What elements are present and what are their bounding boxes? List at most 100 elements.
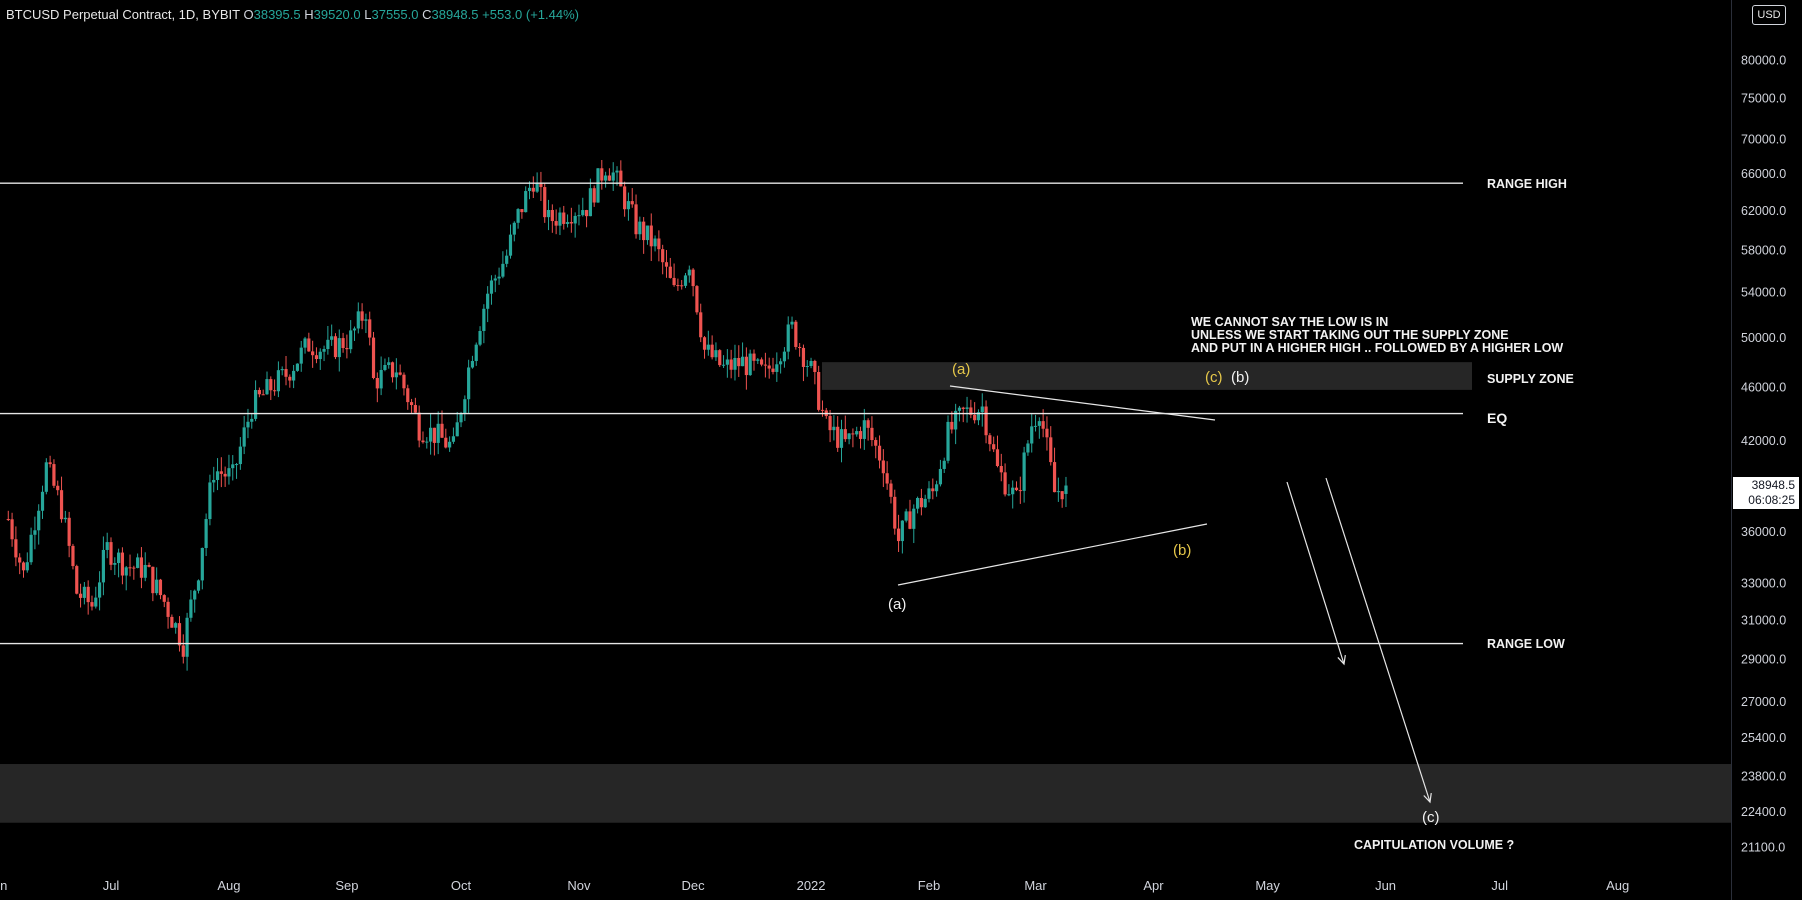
candle: [550, 204, 554, 233]
candle-body: [215, 471, 220, 480]
candle: [193, 589, 197, 613]
candle-body: [63, 517, 67, 520]
candle-body: [40, 491, 45, 511]
candle-body: [896, 528, 901, 542]
candle-body: [668, 266, 672, 278]
candle: [330, 324, 334, 346]
candle: [482, 304, 486, 344]
candle: [885, 461, 889, 490]
candle-body: [345, 348, 349, 350]
candle-body: [520, 209, 524, 213]
candle-body: [653, 238, 657, 247]
candle: [349, 320, 353, 354]
eq-label: EQ: [1487, 410, 1507, 426]
candle: [75, 564, 79, 595]
candle-body: [992, 444, 996, 450]
candle-body: [820, 409, 825, 411]
candle: [478, 326, 482, 347]
candle: [166, 597, 170, 629]
candle-body: [448, 441, 452, 448]
candle: [931, 478, 935, 500]
candle-body: [794, 321, 798, 347]
candle-body: [170, 616, 174, 628]
candle-body: [292, 370, 296, 381]
candle-body: [48, 462, 52, 465]
candle: [668, 257, 672, 279]
candle: [48, 455, 52, 468]
candle: [858, 426, 863, 449]
candle: [425, 437, 429, 449]
candle-body: [908, 511, 912, 529]
wave-c-label-white: (c): [1422, 809, 1440, 826]
candle-body: [86, 586, 90, 603]
candle-body: [839, 429, 844, 448]
candle: [307, 332, 311, 352]
candle-body: [805, 365, 809, 367]
candle: [409, 398, 414, 414]
candle-body: [798, 346, 802, 348]
candle: [417, 405, 421, 448]
candle-body: [847, 433, 851, 440]
candle: [1060, 491, 1064, 508]
candle-body: [577, 215, 581, 217]
candle-body: [208, 482, 212, 520]
candle: [390, 361, 395, 383]
candle-body: [1041, 421, 1045, 429]
candle-body: [37, 510, 41, 531]
candle-body: [1037, 421, 1041, 426]
candle: [915, 496, 920, 514]
candle-body: [288, 376, 292, 381]
candle-body: [828, 416, 832, 431]
high-label: H: [304, 7, 314, 22]
candle-body: [151, 566, 155, 594]
candle: [105, 532, 109, 559]
candle-body: [973, 414, 977, 421]
candle-body: [10, 519, 14, 540]
candle: [927, 481, 931, 503]
y-tick-label: 62000.0: [1741, 204, 1786, 218]
candle: [569, 207, 573, 233]
candle-body: [139, 557, 144, 578]
candle-body: [672, 277, 676, 286]
candle: [527, 181, 532, 200]
candle-body: [166, 601, 170, 617]
candle: [744, 347, 748, 390]
candle: [767, 357, 771, 379]
candle-body: [721, 364, 726, 366]
candle-body: [90, 602, 94, 607]
candle: [752, 349, 756, 371]
candle: [189, 590, 193, 622]
y-tick-label: 70000.0: [1741, 132, 1786, 146]
y-tick-label: 33000.0: [1741, 576, 1786, 590]
candle: [984, 400, 988, 444]
candle-body: [1014, 487, 1019, 491]
currency-button[interactable]: USD: [1752, 5, 1786, 25]
candle: [273, 379, 277, 396]
candle: [809, 357, 813, 369]
candle-body: [463, 399, 467, 414]
candle-body: [82, 586, 86, 598]
last-price-tag: 38948.5 06:08:25: [1733, 477, 1799, 509]
candle: [805, 360, 809, 377]
candle: [231, 455, 235, 481]
candle-body: [341, 338, 345, 349]
candle-body: [562, 212, 566, 224]
candle-body: [383, 365, 387, 370]
y-tick-label: 36000.0: [1741, 525, 1786, 539]
candle: [638, 216, 642, 240]
range-low-label: RANGE LOW: [1487, 637, 1565, 651]
candle-body: [18, 557, 22, 563]
y-tick-label: 75000.0: [1741, 92, 1786, 106]
candle: [889, 479, 893, 504]
candle-body: [322, 349, 326, 352]
candle: [721, 355, 726, 368]
y-tick-label: 58000.0: [1741, 243, 1786, 257]
candle-body: [52, 464, 56, 486]
candle: [33, 516, 37, 550]
candle: [299, 340, 303, 372]
candle: [158, 578, 163, 600]
candle: [337, 329, 341, 372]
candle: [866, 418, 870, 441]
candle: [52, 459, 56, 489]
